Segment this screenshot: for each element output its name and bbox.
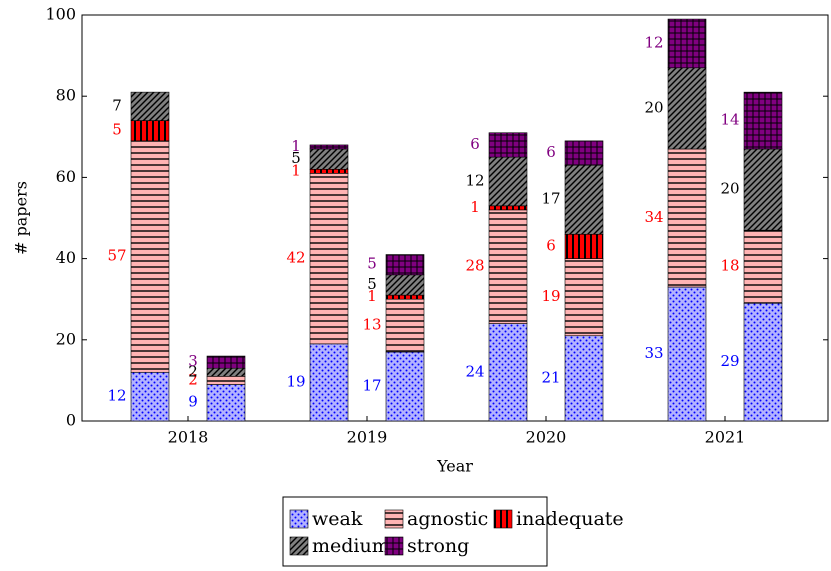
data-label: 6 <box>546 236 556 254</box>
bar-segment <box>667 286 707 422</box>
bar-segment <box>743 91 783 150</box>
bar-segment <box>667 18 707 69</box>
bar-segment <box>564 233 604 259</box>
plot-frame <box>81 14 829 422</box>
bar-segment <box>564 140 604 166</box>
x-tick-label: 2020 <box>526 428 567 447</box>
bar-segment <box>309 148 349 170</box>
data-label: 12 <box>644 33 663 51</box>
bar-segment <box>385 351 425 422</box>
bar-segment <box>667 148 707 288</box>
y-tick-label: 40 <box>56 248 76 267</box>
x-axis-label: Year <box>436 457 473 476</box>
x-tick-label: 2019 <box>347 428 388 447</box>
data-label: 33 <box>644 344 663 362</box>
data-label: 14 <box>720 111 739 129</box>
data-label: 57 <box>107 247 126 265</box>
bar-segment <box>488 132 528 158</box>
data-label: 6 <box>470 135 480 153</box>
legend-label: weak <box>312 508 363 530</box>
data-label: 7 <box>112 96 122 114</box>
bar-segment <box>743 148 783 231</box>
bar-segment <box>130 371 170 422</box>
bar-segment <box>309 168 349 174</box>
data-label: 17 <box>541 190 560 208</box>
bar-segment <box>667 67 707 150</box>
bar-segment <box>309 173 349 345</box>
data-label: 28 <box>465 257 484 275</box>
bar-segment <box>130 120 170 142</box>
data-label: 34 <box>644 208 663 226</box>
data-label: 9 <box>188 393 198 411</box>
y-axis-label: # papers <box>12 181 31 255</box>
data-label: 12 <box>465 171 484 189</box>
data-label: 3 <box>188 352 198 370</box>
legend-label: agnostic <box>407 508 488 530</box>
bar-segment <box>309 144 349 150</box>
legend-swatch <box>289 536 309 556</box>
y-tick-label: 80 <box>56 86 76 105</box>
data-label: 13 <box>362 316 381 334</box>
data-label: 19 <box>286 372 305 390</box>
bar-segment <box>385 298 425 353</box>
legend-swatch <box>289 509 309 529</box>
y-tick-label: 20 <box>56 329 76 348</box>
legend-swatch <box>384 509 404 529</box>
bar-segment <box>564 164 604 235</box>
bar-segment <box>564 335 604 422</box>
data-label: 29 <box>720 352 739 370</box>
legend-swatch <box>493 509 513 529</box>
bar-segment <box>743 229 783 304</box>
legend-label: medium <box>312 535 390 557</box>
bar-segment <box>130 140 170 373</box>
data-label: 20 <box>644 98 663 116</box>
bar-segment <box>206 367 246 377</box>
data-label: 1 <box>367 287 377 305</box>
bar-segment <box>488 156 528 207</box>
data-label: 24 <box>465 362 484 380</box>
data-label: 2 <box>188 362 198 380</box>
bar-segment <box>309 343 349 422</box>
data-label: 5 <box>367 275 377 293</box>
bar-segment <box>564 258 604 337</box>
legend-label: inadequate <box>516 508 624 530</box>
x-tick-label: 2021 <box>705 428 746 447</box>
data-label: 1 <box>291 161 301 179</box>
data-label: 1 <box>291 137 301 155</box>
data-label: 18 <box>720 257 739 275</box>
y-tick-label: 0 <box>66 411 76 430</box>
y-tick-label: 100 <box>45 5 76 24</box>
legend-label: strong <box>407 535 469 557</box>
data-label: 12 <box>107 387 126 405</box>
data-label: 17 <box>362 376 381 394</box>
data-label: 6 <box>546 143 556 161</box>
bar-segment <box>206 376 246 385</box>
data-label: 21 <box>541 368 560 386</box>
data-label: 20 <box>720 180 739 198</box>
bar-segment <box>743 302 783 422</box>
data-label: 1 <box>470 198 480 216</box>
bar-segment <box>488 323 528 422</box>
bar-segment <box>488 205 528 211</box>
bar-segment <box>385 274 425 296</box>
data-label: 5 <box>291 149 301 167</box>
x-tick-label: 2018 <box>168 428 209 447</box>
data-label: 5 <box>367 255 377 273</box>
legend-box <box>282 496 548 567</box>
data-label: 19 <box>541 287 560 305</box>
bar-segment <box>206 384 246 422</box>
bar-segment <box>206 355 246 369</box>
data-label: 42 <box>286 249 305 267</box>
bar-segment <box>385 254 425 276</box>
data-label: 2 <box>188 370 198 388</box>
bar-segment <box>385 294 425 300</box>
data-label: 5 <box>112 121 122 139</box>
y-tick-label: 60 <box>56 167 76 186</box>
legend-swatch <box>384 536 404 556</box>
bar-segment <box>130 91 170 121</box>
bar-segment <box>488 209 528 324</box>
